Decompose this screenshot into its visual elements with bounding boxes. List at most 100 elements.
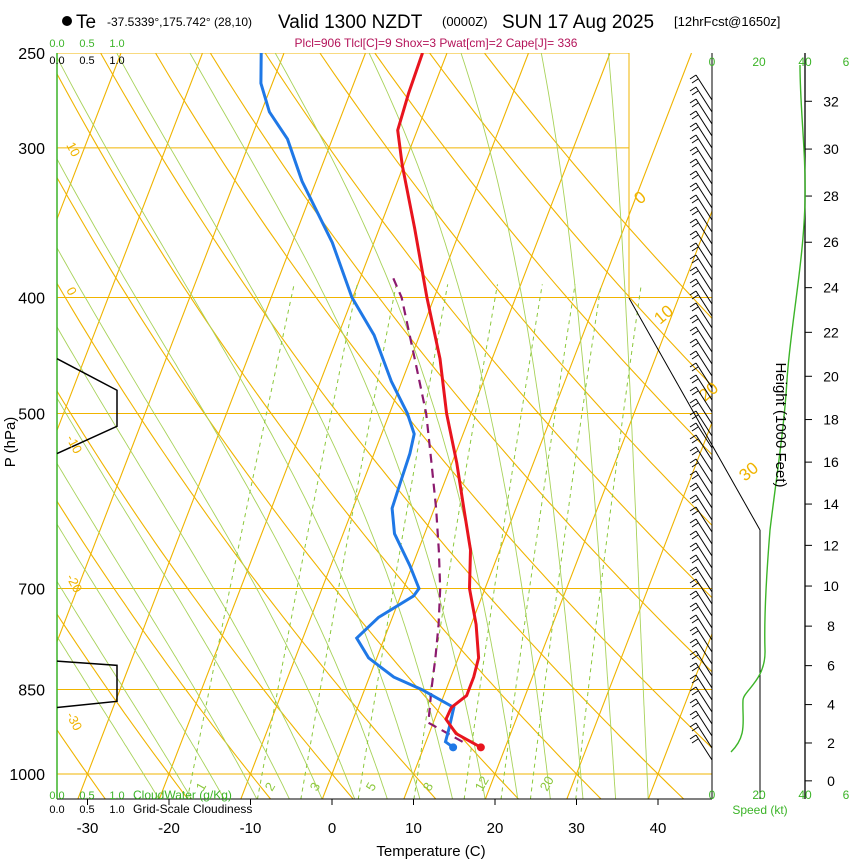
dewpoint-profile-line (261, 53, 454, 747)
wind-barb (690, 135, 712, 160)
wind-barb (690, 279, 712, 304)
wind-barb-shaft (696, 327, 712, 352)
x-tick-label: 30 (568, 820, 585, 837)
wind-barb-flag (692, 739, 698, 743)
moist-adiabat-line (178, 32, 485, 800)
wind-barb-shaft (696, 147, 712, 172)
wind-barb-shaft (696, 75, 712, 100)
wind-barb-shaft (696, 171, 712, 196)
wind-barb-flag (690, 303, 696, 307)
wind-barb-flag (690, 315, 696, 319)
wind-barb-flag (692, 103, 698, 107)
wind-barb-flag (692, 307, 698, 311)
mixing-ratio-label: 8 (420, 780, 437, 794)
wind-barb-flag (690, 99, 696, 103)
wind-barb (690, 675, 712, 700)
cloud-bottom-green-tick: 0.0 (49, 790, 64, 802)
moist-adiabat-line (0, 32, 322, 800)
cloud-bottom-green-tick: 0.5 (79, 790, 94, 802)
wind-barb (690, 99, 712, 124)
wind-barb-flag (690, 723, 696, 727)
wind-barb-shaft (696, 195, 712, 220)
wind-barb-shaft (696, 183, 712, 208)
wind-barb-flag (690, 111, 696, 115)
wind-barb-flag (692, 451, 698, 455)
moist-adiabat-line (44, 32, 420, 800)
wind-barb-flag (692, 343, 698, 347)
moist-adiabat-line (359, 32, 551, 800)
dry-adiabat-line (306, 32, 850, 800)
wind-barb-shaft (696, 339, 712, 364)
cloud-bottom-green-tick: 1.0 (109, 790, 124, 802)
wind-barb-flag (690, 171, 696, 175)
wind-barb-flag (690, 351, 696, 355)
isotherm-line (404, 53, 692, 799)
wind-barb-flag (690, 267, 696, 271)
dry-adiabat-line (0, 32, 106, 800)
cloud-top-black-tick: 0.0 (49, 55, 64, 67)
wind-bottom-tick: 0 (709, 788, 716, 802)
dry-adiabat-label: 30 (735, 458, 762, 485)
mixing-ratio-line (187, 284, 294, 799)
cloud-top-black-tick: 1.0 (109, 55, 124, 67)
cloud-bottom-black-tick: 0.0 (49, 804, 64, 816)
wind-barb-shaft (696, 639, 712, 664)
wind-barb (690, 171, 712, 196)
height-tick-label: 12 (823, 537, 839, 553)
wind-barb-shaft (696, 543, 712, 568)
wind-barb-flag (692, 115, 698, 119)
y-axis-title: P (hPa) (2, 417, 19, 468)
wind-barb-shaft (696, 243, 712, 268)
background-lines (0, 32, 850, 800)
wind-barb-flag (692, 379, 698, 383)
wind-barb-flag (692, 667, 698, 671)
wind-barb-shaft (696, 711, 712, 736)
wind-barb-shaft (696, 219, 712, 244)
pressure-tick-label: 250 (18, 46, 45, 63)
wind-barb-flag (690, 87, 696, 91)
wind-barb (690, 351, 712, 376)
wind-barb-flag (690, 603, 696, 607)
height-tick-label: 28 (823, 188, 839, 204)
wind-barb-shaft (696, 459, 712, 484)
wind-barb (690, 663, 712, 688)
cloudwater-label: CloudWater (g/Kg) (133, 788, 232, 802)
header-valid-main: Valid 1300 NZDT (278, 12, 423, 33)
wind-barb (690, 531, 712, 556)
surface-dewpoint-dot (449, 743, 457, 751)
wind-barb-shaft (696, 135, 712, 160)
wind-barb-flag (690, 663, 696, 667)
isotherm-label: -20 (63, 571, 85, 595)
height-tick-label: 30 (823, 141, 839, 157)
wind-bottom-extra: 6 (843, 788, 850, 802)
wind-barb-flag (692, 151, 698, 155)
x-tick-label: -10 (240, 820, 262, 837)
wind-barb-flag (690, 231, 696, 235)
cloud-panel: 0.00.00.00.00.50.50.50.51.01.01.01.0 (49, 38, 124, 816)
wind-barb-flag (692, 475, 698, 479)
wind-barb (690, 75, 712, 100)
wind-barb-flag (692, 403, 698, 407)
wind-barb-shaft (696, 111, 712, 136)
wind-barb (690, 327, 712, 352)
height-tick-label: 22 (823, 324, 839, 340)
wind-barb-shaft (696, 603, 712, 628)
x-axis-title: Temperature (C) (376, 843, 485, 860)
mixing-ratio-label: 20 (537, 773, 557, 793)
wind-barb (690, 579, 712, 604)
wind-top-extra: 6 (843, 55, 850, 69)
height-tick-label: 10 (823, 578, 839, 594)
wind-barb-flag (690, 375, 696, 379)
wind-barb-shaft (696, 507, 712, 532)
wind-barb-flag (692, 271, 698, 275)
height-tick-label: 24 (823, 280, 839, 296)
wind-top-tick: 0 (709, 55, 716, 69)
wind-barb (690, 243, 712, 268)
moist-adiabat-line (537, 32, 616, 800)
wind-barb-shaft (696, 435, 712, 460)
wind-barb (690, 123, 712, 148)
wind-barb-shaft (696, 615, 712, 640)
mixing-ratio-line (257, 284, 357, 799)
